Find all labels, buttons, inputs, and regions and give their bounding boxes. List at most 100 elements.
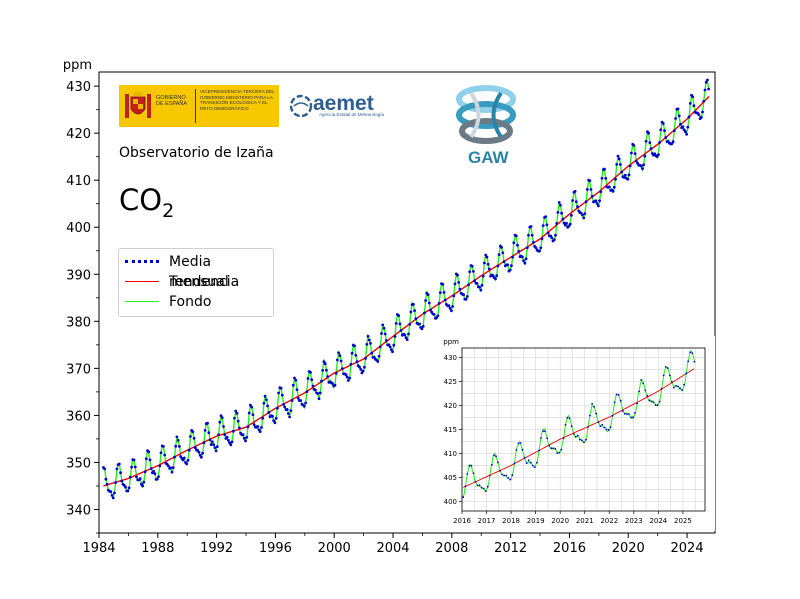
y-tick-label: 400	[66, 221, 91, 236]
inset-x-tick-label: 2019	[527, 517, 545, 525]
inset-monthly-mean-point	[613, 401, 616, 404]
monthly-mean-point	[443, 298, 447, 302]
monthly-mean-point	[612, 185, 616, 189]
monthly-mean-point	[155, 477, 159, 481]
monthly-mean-point	[260, 426, 263, 429]
monthly-mean-point	[247, 411, 251, 415]
monthly-mean-point	[218, 420, 222, 424]
monthly-mean-point	[105, 482, 109, 486]
monthly-mean-point	[157, 475, 160, 478]
inset-monthly-mean-point	[668, 374, 671, 377]
monthly-mean-point	[223, 433, 227, 437]
monthly-mean-point	[676, 107, 680, 111]
inset-monthly-mean-point	[650, 400, 653, 403]
monthly-mean-point	[110, 494, 114, 497]
monthly-mean-point	[412, 302, 415, 306]
y-tick-label: 390	[66, 268, 91, 283]
monthly-mean-point	[261, 416, 265, 420]
monthly-mean-point	[169, 466, 173, 470]
monthly-mean-point	[347, 379, 350, 382]
monthly-mean-point	[405, 338, 409, 341]
monthly-mean-point	[594, 199, 598, 203]
inset-monthly-mean-point	[519, 442, 522, 444]
x-tick-label: 2020	[612, 541, 645, 556]
monthly-mean-point	[559, 203, 562, 207]
inset-monthly-mean-point	[644, 389, 647, 392]
monthly-mean-point	[222, 425, 225, 428]
monthly-mean-point	[389, 348, 393, 351]
monthly-mean-point	[273, 421, 277, 425]
inset-monthly-mean-point	[646, 394, 649, 397]
monthly-mean-point	[462, 293, 465, 297]
inset-monthly-mean-point	[673, 386, 675, 389]
monthly-mean-point	[163, 453, 167, 457]
monthly-mean-point	[522, 259, 525, 263]
inset-monthly-mean-point	[607, 428, 610, 431]
monthly-mean-point	[214, 449, 218, 453]
inset-monthly-mean-point	[689, 351, 692, 354]
y-axis-label: ppm	[63, 58, 92, 73]
inset-monthly-mean-point	[546, 437, 548, 440]
monthly-mean-point	[630, 151, 633, 155]
y-tick-label: 360	[66, 409, 91, 424]
monthly-mean-point	[225, 435, 229, 439]
monthly-mean-point	[418, 322, 421, 326]
y-tick-label: 380	[66, 315, 91, 330]
inset-monthly-mean-point	[509, 478, 512, 481]
monthly-mean-point	[453, 282, 457, 286]
monthly-mean-point	[398, 322, 402, 326]
monthly-mean-point	[274, 416, 278, 420]
monthly-mean-point	[267, 411, 271, 414]
inset-y-tick-label: 410	[444, 450, 457, 458]
gaw-logo: GAW	[455, 85, 517, 167]
inset-monthly-mean-point	[578, 438, 581, 441]
inset-y-tick-label: 430	[444, 354, 457, 362]
monthly-mean-point	[557, 201, 561, 204]
inset-monthly-mean-point	[638, 390, 640, 393]
monthly-mean-point	[294, 378, 298, 382]
monthly-mean-point	[208, 438, 212, 442]
inset-monthly-mean-point	[691, 352, 694, 354]
monthly-mean-point	[576, 205, 579, 209]
monthly-mean-point	[681, 125, 685, 128]
monthly-mean-point	[552, 238, 556, 242]
monthly-mean-point	[426, 293, 430, 297]
inset-monthly-mean-point	[615, 393, 618, 396]
monthly-mean-point	[187, 448, 191, 452]
monthly-mean-point	[201, 451, 205, 455]
monthly-mean-point	[448, 307, 452, 310]
inset-monthly-mean-point	[468, 464, 471, 467]
monthly-mean-point	[149, 467, 153, 470]
monthly-mean-point	[124, 485, 127, 489]
monthly-mean-point	[263, 394, 267, 398]
monthly-mean-point	[111, 496, 115, 500]
monthly-mean-point	[409, 310, 413, 314]
inset-monthly-mean-point	[648, 399, 651, 402]
monthly-mean-point	[385, 339, 388, 342]
monthly-mean-point	[585, 188, 589, 191]
monthly-mean-point	[120, 479, 124, 483]
monthly-mean-point	[555, 222, 559, 225]
monthly-mean-point	[514, 234, 518, 238]
inset-y-tick-label: 420	[444, 402, 457, 410]
monthly-mean-point	[272, 419, 276, 423]
inset-monthly-mean-point	[679, 387, 681, 389]
coat-of-arms-icon	[125, 91, 151, 118]
monthly-mean-point	[677, 114, 681, 118]
monthly-mean-point	[659, 128, 663, 132]
monthly-mean-point	[544, 215, 548, 219]
monthly-mean-point	[234, 409, 238, 413]
inset-monthly-mean-point	[513, 462, 516, 465]
monthly-mean-point	[441, 282, 445, 286]
monthly-mean-point	[657, 153, 660, 157]
monthly-mean-point	[500, 246, 503, 249]
monthly-mean-point	[141, 484, 145, 488]
inset-monthly-mean-point	[470, 465, 473, 467]
monthly-mean-point	[571, 199, 574, 202]
monthly-mean-point	[326, 375, 329, 378]
monthly-mean-point	[623, 173, 627, 177]
monthly-mean-point	[495, 274, 499, 277]
inset-x-tick-label: 2025	[674, 517, 692, 525]
monthly-mean-point	[467, 283, 470, 287]
